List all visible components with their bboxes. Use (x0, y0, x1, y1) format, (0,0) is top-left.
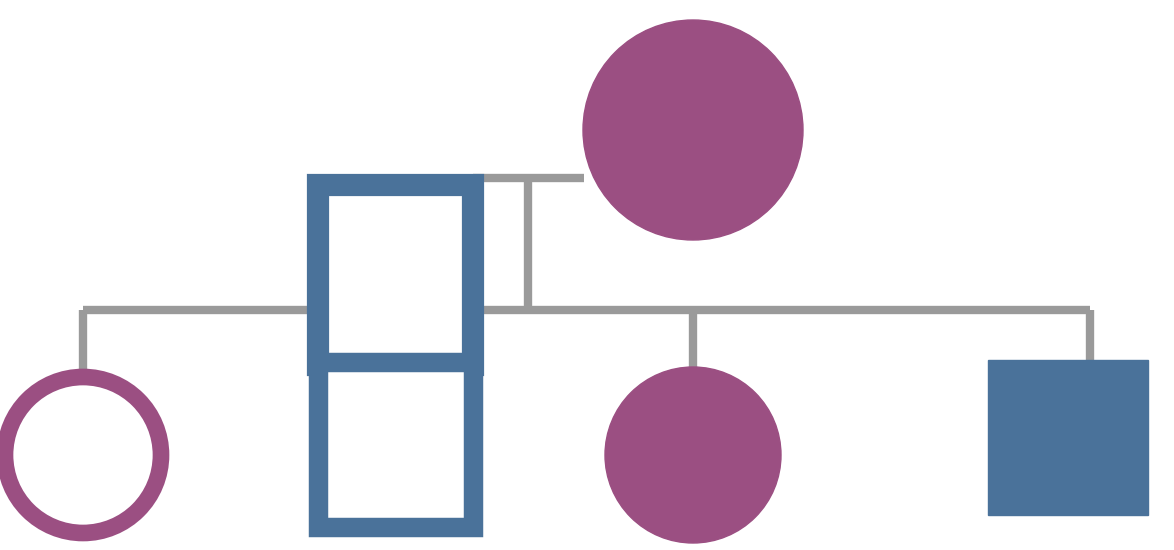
Bar (989, 360, 1148, 515)
Bar (318, 362, 473, 527)
Circle shape (605, 367, 781, 543)
Circle shape (583, 20, 803, 240)
Circle shape (5, 377, 161, 533)
Bar (318, 185, 473, 365)
